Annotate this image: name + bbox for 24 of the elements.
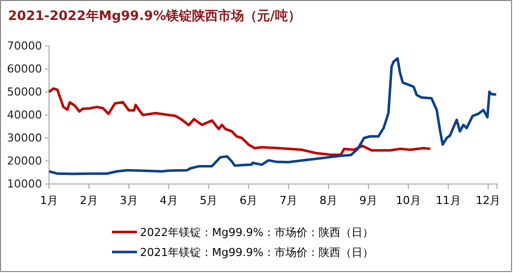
x-tick-label: 12月 (476, 194, 501, 208)
y-tick-label: 20000 (7, 154, 42, 168)
y-tick-label: 30000 (7, 132, 42, 145)
line-series (48, 87, 432, 156)
x-tick-label: 1月 (40, 194, 58, 208)
x-tick-label: 10月 (396, 194, 421, 208)
x-tick-label: 3月 (120, 194, 138, 208)
x-tick-label: 11月 (436, 194, 461, 208)
legend-label: 2022年镁锭：Mg99.9%：市场价：陕西（日） (140, 226, 374, 239)
x-tick-label: 9月 (359, 194, 378, 208)
y-tick-label: 40000 (7, 108, 42, 122)
x-tick-label: 5月 (200, 194, 218, 208)
x-tick-label: 4月 (160, 194, 178, 208)
y-tick-label: 70000 (7, 40, 42, 53)
legend-label: 2021年镁锭：Mg99.9%：市场价：陕西（日） (140, 246, 374, 259)
y-tick-label: 60000 (7, 62, 42, 76)
y-tick-label: 50000 (7, 86, 42, 99)
x-tick-label: 8月 (320, 194, 338, 208)
x-tick-label: 7月 (280, 194, 298, 208)
line-series (48, 57, 498, 176)
chart-title: 2021-2022年Mg99.9%镁锭陕西市场（元/吨） (8, 8, 301, 24)
x-tick-label: 2月 (80, 194, 98, 208)
y-tick-label: 10000 (7, 178, 42, 191)
x-tick-label: 6月 (240, 194, 258, 208)
